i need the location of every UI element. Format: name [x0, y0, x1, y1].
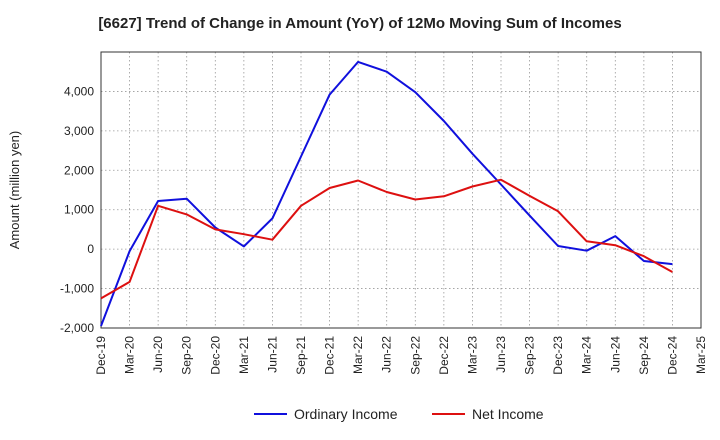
y-tick-label: 3,000 — [64, 124, 94, 138]
y-tick-label: -1,000 — [60, 282, 94, 296]
grid-layer — [101, 52, 701, 329]
x-tick-label: Dec-19 — [94, 336, 108, 375]
x-tick-label: Mar-22 — [351, 336, 365, 374]
series-layer — [100, 60, 673, 327]
x-tick-label: Jun-23 — [494, 336, 508, 373]
x-tick-label: Jun-22 — [380, 336, 394, 373]
x-tick-label: Mar-20 — [123, 336, 137, 374]
x-tick-label: Mar-23 — [465, 336, 479, 374]
legend: Ordinary Income Net Income — [254, 406, 544, 422]
x-tick-label: Dec-23 — [551, 336, 565, 375]
series-net-income — [100, 178, 673, 300]
y-tick-label: 0 — [87, 242, 94, 256]
x-tick-label: Sep-24 — [637, 336, 651, 375]
x-tick-label: Dec-21 — [323, 336, 337, 375]
y-tick-label: 1,000 — [64, 203, 94, 217]
legend-label: Ordinary Income — [294, 406, 398, 422]
x-tick-label: Dec-24 — [665, 336, 679, 375]
x-tick-label: Jun-24 — [608, 336, 622, 373]
y-axis-ticks: -2,000 -1,000 0 1,000 2,000 3,000 4,000 — [60, 84, 94, 335]
x-tick-label: Jun-20 — [151, 336, 165, 373]
plot-frame — [100, 51, 702, 329]
x-axis-ticks: Dec-19 Mar-20 Jun-20 Sep-20 Dec-20 Mar-21 Jun-… — [94, 336, 708, 375]
x-tick-label: Sep-20 — [180, 336, 194, 375]
x-tick-label: Sep-21 — [294, 336, 308, 375]
y-tick-label: 4,000 — [64, 84, 94, 98]
x-tick-label: Sep-23 — [523, 336, 537, 375]
series-line — [100, 178, 673, 300]
x-tick-label: Sep-22 — [408, 336, 422, 375]
x-tick-label: Mar-21 — [237, 336, 251, 374]
legend-label: Net Income — [472, 406, 544, 422]
x-tick-label: Mar-25 — [694, 336, 708, 374]
y-axis-title: Amount (million yen) — [7, 131, 22, 250]
x-tick-label: Jun-21 — [265, 336, 279, 373]
legend-item: Net Income — [432, 406, 544, 422]
y-tick-label: -2,000 — [60, 321, 94, 335]
y-tick-label: 2,000 — [64, 163, 94, 177]
series-line — [100, 60, 673, 327]
x-tick-label: Dec-22 — [437, 336, 451, 375]
chart-title: [6627] Trend of Change in Amount (YoY) o… — [98, 15, 622, 32]
legend-item: Ordinary Income — [254, 406, 398, 422]
series-ordinary-income — [100, 60, 673, 327]
x-tick-label: Dec-20 — [208, 336, 222, 375]
x-tick-label: Mar-24 — [580, 336, 594, 374]
